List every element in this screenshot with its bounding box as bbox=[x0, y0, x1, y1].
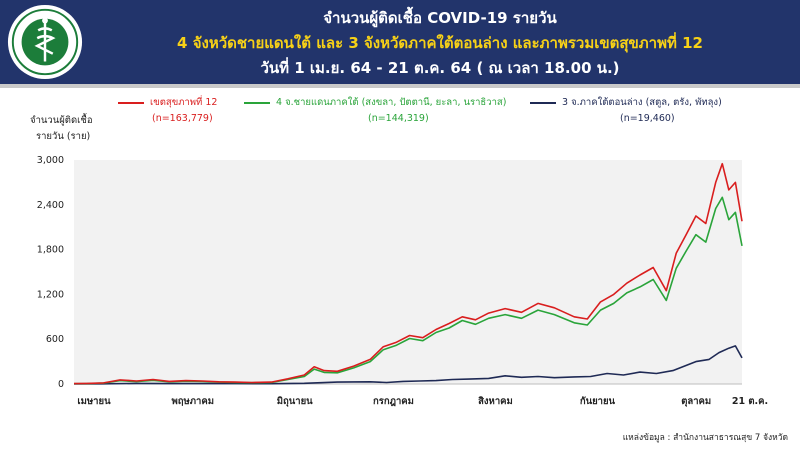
legend-label-region12: เขตสุขภาพที่ 12 bbox=[150, 97, 218, 108]
legend-total-border4: (n=144,319) bbox=[368, 113, 429, 124]
x-axis: เมษายน พฤษภาคม มิถุนายน กรกฎาคม สิงหาคม กันยา… bbox=[74, 383, 768, 407]
date-range: วันที่ 1 เม.ย. 64 - 21 ต.ค. 64 ( ณ เวลา … bbox=[260, 59, 620, 77]
x-tick-label: พฤษภาคม bbox=[171, 396, 214, 407]
legend-label-border4: 4 จ.ชายแดนภาคใต้ (สงขลา, ปัตตานี, ยะลา, … bbox=[276, 97, 507, 108]
legend-swatch-border4 bbox=[244, 101, 270, 104]
ministry-of-public-health-seal-icon bbox=[7, 4, 83, 80]
header-divider bbox=[0, 84, 800, 88]
header-banner: จำนวนผู้ติดเชื้อ COVID-19 รายวัน 4 จังหว… bbox=[0, 0, 800, 84]
legend-lower3: 3 จ.ภาคใต้ตอนล่าง (สตูล, ตรัง, พัทลุง) bbox=[530, 95, 722, 110]
y-axis-label-line2: รายวัน (ราย) bbox=[36, 131, 91, 142]
legend-total-lower3: (n=19,460) bbox=[620, 113, 675, 124]
series-line bbox=[73, 345, 743, 385]
chart-subtitle: 4 จังหวัดชายแดนใต้ และ 3 จังหวัดภาคใต้ตอ… bbox=[177, 34, 703, 52]
series-line bbox=[73, 162, 743, 385]
x-tick-label: เมษายน bbox=[77, 396, 111, 407]
x-tick-label: 21 ต.ค. bbox=[732, 396, 768, 407]
x-tick-label: กันยายน bbox=[580, 396, 616, 407]
x-tick-label: กรกฎาคม bbox=[373, 396, 414, 407]
legend-region12: เขตสุขภาพที่ 12 bbox=[118, 95, 217, 110]
x-tick-label: มิถุนายน bbox=[277, 396, 313, 407]
chart-title: จำนวนผู้ติดเชื้อ COVID-19 รายวัน bbox=[323, 9, 557, 27]
legend-total-region12: (n=163,779) bbox=[152, 113, 213, 124]
y-tick-label: 2,400 bbox=[37, 200, 64, 211]
y-axis-label-line1: จำนวนผู้ติดเชื้อ bbox=[30, 115, 93, 126]
legend-swatch-lower3 bbox=[530, 101, 556, 104]
plot-area bbox=[74, 160, 742, 384]
x-tick-label: ตุลาคม bbox=[681, 396, 711, 407]
series-lines bbox=[73, 162, 743, 385]
y-tick-label: 1,200 bbox=[37, 289, 64, 300]
y-tick-label: 1,800 bbox=[37, 245, 64, 256]
x-tick-label: สิงหาคม bbox=[478, 396, 513, 407]
y-tick-label: 0 bbox=[58, 379, 64, 390]
y-axis-ticks: 0 600 1,200 1,800 2,400 3,000 bbox=[37, 155, 64, 390]
legend-border4: 4 จ.ชายแดนภาคใต้ (สงขลา, ปัตตานี, ยะลา, … bbox=[244, 95, 506, 110]
legend-label-lower3: 3 จ.ภาคใต้ตอนล่าง (สตูล, ตรัง, พัทลุง) bbox=[562, 97, 722, 108]
y-tick-label: 600 bbox=[46, 334, 64, 345]
data-source: แหล่งข้อมูล : สำนักงานสาธารณสุข 7 จังหวั… bbox=[622, 433, 788, 443]
legend-swatch-region12 bbox=[118, 101, 144, 104]
y-tick-label: 3,000 bbox=[37, 155, 64, 166]
